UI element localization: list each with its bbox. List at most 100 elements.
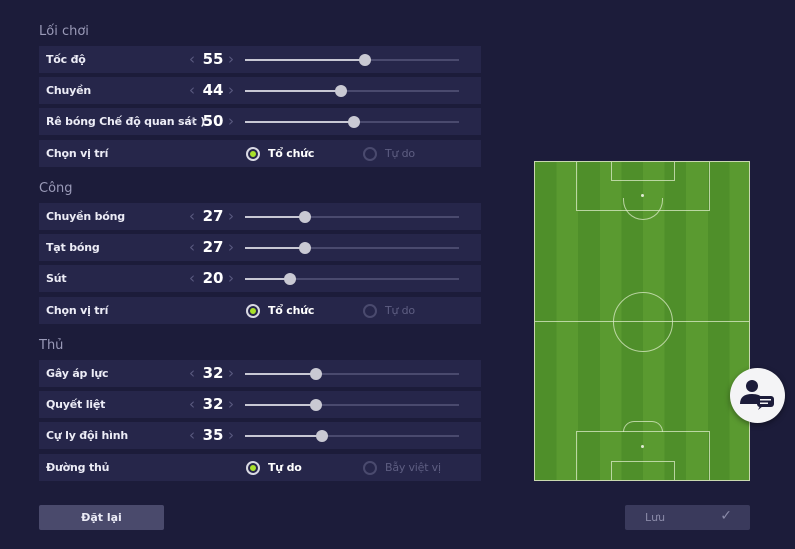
slider-track[interactable] — [245, 85, 459, 97]
increase-chevron-icon[interactable]: › — [228, 81, 234, 99]
radio-circle-icon — [363, 460, 377, 475]
decrease-chevron-icon[interactable]: ‹ — [189, 81, 195, 99]
radio-row: Chọn vị trí Tổ chức Tự do — [39, 297, 481, 324]
coach-chat-button[interactable] — [730, 368, 785, 423]
section-title: Thủ — [39, 338, 64, 353]
slider-value: 27 — [202, 238, 224, 256]
row-label: Quyết liệt — [46, 398, 106, 411]
section-title: Lối chơi — [39, 24, 89, 39]
football-pitch — [534, 161, 750, 481]
slider-track[interactable] — [245, 273, 459, 285]
increase-chevron-icon[interactable]: › — [228, 269, 234, 287]
slider-row: Sút ‹ 20 › — [39, 265, 481, 292]
radio-option[interactable]: Tự do — [246, 454, 302, 481]
slider-value: 27 — [202, 207, 224, 225]
slider-row: Rê bóng Chế độ quan sát ) ‹ 50 › — [39, 108, 481, 135]
slider-knob[interactable] — [309, 368, 322, 380]
radio-label: Tự do — [385, 147, 415, 160]
radio-circle-icon — [246, 146, 260, 161]
slider-fill — [245, 278, 290, 280]
radio-option[interactable]: Tổ chức — [246, 140, 314, 167]
row-label: Chuyền — [46, 84, 91, 97]
slider-knob[interactable] — [283, 273, 296, 285]
radio-circle-icon — [246, 303, 260, 318]
slider-value: 50 — [202, 112, 224, 130]
row-label: Cự ly đội hình — [46, 429, 128, 442]
slider-value: 44 — [202, 81, 224, 99]
slider-knob[interactable] — [335, 85, 348, 97]
radio-option[interactable]: Tự do — [363, 140, 415, 167]
radio-row: Chọn vị trí Tổ chức Tự do — [39, 140, 481, 167]
slider-row: Gây áp lực ‹ 32 › — [39, 360, 481, 387]
slider-track[interactable] — [245, 54, 459, 66]
section-title: Công — [39, 181, 73, 196]
slider-track[interactable] — [245, 242, 459, 254]
radio-option[interactable]: Bẫy việt vị — [363, 454, 441, 481]
radio-row: Đường thủ Tự do Bẫy việt vị — [39, 454, 481, 481]
row-label: Rê bóng Chế độ quan sát ) — [46, 115, 206, 128]
radio-label: Tổ chức — [268, 147, 315, 160]
decrease-chevron-icon[interactable]: ‹ — [189, 364, 195, 382]
slider-knob[interactable] — [309, 399, 322, 411]
row-label: Đường thủ — [46, 461, 110, 474]
save-label: Lưu — [645, 511, 666, 524]
check-icon: ✓ — [720, 508, 732, 524]
decrease-chevron-icon[interactable]: ‹ — [189, 207, 195, 225]
slider-knob[interactable] — [298, 242, 311, 254]
increase-chevron-icon[interactable]: › — [228, 112, 234, 130]
slider-value: 35 — [202, 426, 224, 444]
decrease-chevron-icon[interactable]: ‹ — [189, 426, 195, 444]
centre-circle — [613, 292, 673, 352]
increase-chevron-icon[interactable]: › — [228, 207, 234, 225]
decrease-chevron-icon[interactable]: ‹ — [189, 395, 195, 413]
radio-option[interactable]: Tự do — [363, 297, 415, 324]
slider-fill — [245, 216, 305, 218]
row-label: Gây áp lực — [46, 367, 109, 380]
slider-track[interactable] — [245, 430, 459, 442]
slider-knob[interactable] — [316, 430, 329, 442]
slider-fill — [245, 59, 365, 61]
save-button[interactable]: Lưu ✓ — [625, 505, 750, 530]
slider-track[interactable] — [245, 368, 459, 380]
slider-fill — [245, 90, 342, 92]
decrease-chevron-icon[interactable]: ‹ — [189, 50, 195, 68]
slider-fill — [245, 121, 355, 123]
coach-chat-icon — [740, 380, 774, 410]
increase-chevron-icon[interactable]: › — [228, 426, 234, 444]
slider-knob[interactable] — [358, 54, 371, 66]
slider-row: Cự ly đội hình ‹ 35 › — [39, 422, 481, 449]
decrease-chevron-icon[interactable]: ‹ — [189, 238, 195, 256]
slider-row: Tốc độ ‹ 55 › — [39, 46, 481, 73]
slider-fill — [245, 247, 305, 249]
increase-chevron-icon[interactable]: › — [228, 50, 234, 68]
bottom-penalty-arc — [623, 421, 663, 432]
slider-track[interactable] — [245, 211, 459, 223]
decrease-chevron-icon[interactable]: ‹ — [189, 269, 195, 287]
slider-fill — [245, 373, 316, 375]
radio-label: Tổ chức — [268, 304, 315, 317]
radio-label: Bẫy việt vị — [385, 461, 441, 474]
slider-track[interactable] — [245, 399, 459, 411]
slider-value: 20 — [202, 269, 224, 287]
slider-fill — [245, 404, 316, 406]
slider-fill — [245, 435, 323, 437]
slider-knob[interactable] — [348, 116, 361, 128]
radio-circle-icon — [363, 146, 377, 161]
increase-chevron-icon[interactable]: › — [228, 238, 234, 256]
slider-row: Chuyền bóng ‹ 27 › — [39, 203, 481, 230]
slider-track[interactable] — [245, 116, 459, 128]
slider-row: Tạt bóng ‹ 27 › — [39, 234, 481, 261]
row-label: Chọn vị trí — [46, 304, 109, 317]
decrease-chevron-icon[interactable]: ‹ — [189, 112, 195, 130]
increase-chevron-icon[interactable]: › — [228, 364, 234, 382]
reset-button[interactable]: Đặt lại — [39, 505, 164, 530]
slider-knob[interactable] — [298, 211, 311, 223]
row-label: Chọn vị trí — [46, 147, 109, 160]
radio-option[interactable]: Tổ chức — [246, 297, 314, 324]
bottom-penalty-spot — [641, 445, 644, 448]
increase-chevron-icon[interactable]: › — [228, 395, 234, 413]
slider-value: 32 — [202, 364, 224, 382]
row-label: Sút — [46, 272, 67, 285]
slider-value: 55 — [202, 50, 224, 68]
radio-circle-icon — [363, 303, 377, 318]
